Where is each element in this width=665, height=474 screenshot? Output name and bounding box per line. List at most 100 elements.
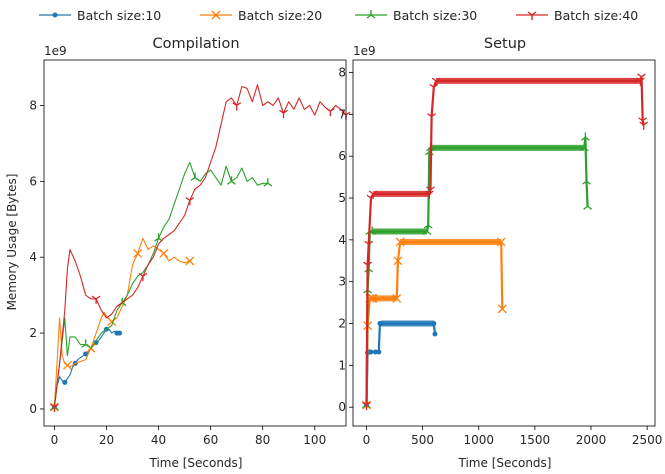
x-tick-label-compilation-0: 0 [51,433,59,447]
data-point-compilation-2-6 [62,360,72,370]
data-point-setup-2-8 [395,237,405,247]
data-point-setup-4-7 [426,186,435,195]
data-point-compilation-4-28 [185,196,195,206]
chart-title-setup: Setup [484,36,526,52]
y-multiplier-compilation: 1e9 [44,44,67,58]
data-point-setup-4-3 [364,240,374,250]
x-axis-label-setup: Time [Seconds] [458,456,552,470]
legend-label-2: Batch size:20 [238,8,322,23]
y-tick-label-setup-2: 2 [338,317,346,331]
data-point-setup-3-7 [423,220,433,229]
legend-entry-4[interactable]: Batch size:40 [516,8,638,23]
y-tick-label-compilation-0: 0 [29,402,37,416]
data-point-setup-3-11 [581,132,590,141]
x-ticks-setup: 0 500 1000 1500 2000 2500 [363,426,662,447]
series-line-compilation-3 [53,161,268,408]
y-tick-label-compilation-4: 4 [29,250,37,264]
chart-title-compilation: Compilation [152,36,239,52]
x-tick-label-compilation-100: 100 [303,433,326,447]
data-point-compilation-3-29 [190,172,200,181]
series-line-compilation-2 [53,237,190,408]
data-point-compilation-2-21 [133,248,143,258]
y-tick-label-setup-1: 1 [338,358,346,372]
data-point-setup-2-4 [367,293,377,303]
data-point-compilation-1-26 [117,330,122,336]
data-point-compilation-1-5 [62,379,68,385]
plot-frame-compilation [43,59,347,427]
data-point-setup-4-2 [363,261,372,270]
series-group-setup [362,73,649,411]
data-point-compilation-4-37 [232,102,242,111]
plot-frame-setup [352,59,656,427]
x-tick-label-setup-2000: 2000 [576,433,607,447]
data-point-compilation-2-26 [159,248,169,258]
y-multiplier-setup: 1e9 [353,44,376,58]
y-tick-label-setup-6: 6 [338,149,346,163]
data-point-setup-2-10 [497,304,507,314]
series-line-compilation-4 [53,84,347,408]
data-point-compilation-1-17 [93,340,99,346]
data-point-compilation-4-10 [91,295,101,304]
data-point-setup-1-6 [376,349,382,355]
legend-label-1: Batch size:10 [77,8,161,23]
data-point-setup-1-10 [432,331,438,337]
data-point-compilation-3-36 [227,176,236,185]
data-point-setup-4-1 [362,401,371,411]
data-point-compilation-4-55 [326,107,335,117]
x-tick-label-compilation-60: 60 [203,433,218,447]
data-point-compilation-3-8 [81,339,91,348]
legend-entry-3[interactable]: Batch size:30 [355,8,477,23]
y-tick-label-setup-0: 0 [338,400,346,414]
data-point-setup-3-10 [579,142,589,152]
y-tick-label-setup-7: 7 [338,107,346,121]
data-point-compilation-4-46 [279,109,288,119]
legend-label-3: Batch size:30 [393,8,477,23]
data-point-setup-3-13 [583,201,593,210]
y-tick-label-setup-3: 3 [338,275,346,289]
chart-setup: Setup 1e9 0 500 1000 1500 2000 2500 0 1 2 3 4 5 6 7 8… [338,36,662,470]
x-tick-label-setup-500: 500 [411,433,434,447]
data-point-compilation-4-19 [138,272,148,282]
y-axis-label: Memory Usage [Bytes] [5,174,19,311]
data-point-compilation-2-31 [185,256,195,266]
x-tick-label-setup-1500: 1500 [520,433,551,447]
x-tick-label-setup-0: 0 [363,433,371,447]
series-line-setup-3 [365,136,589,406]
data-point-setup-1-8 [378,321,384,327]
x-ticks-compilation: 0 20 40 60 80 100 [51,426,326,447]
series-group-compilation [49,84,351,413]
data-point-setup-4-12 [637,73,646,82]
data-point-setup-2-7 [393,256,403,266]
y-tick-label-setup-5: 5 [338,191,346,205]
data-point-compilation-3-43 [263,178,273,187]
legend: Batch size:10 Batch size:20 Batch size:3… [39,8,638,23]
data-point-setup-4-8 [427,113,436,122]
series-line-setup-1 [365,322,437,406]
data-point-compilation-4-1 [50,403,59,413]
y-tick-label-compilation-6: 6 [29,174,37,188]
data-point-setup-3-6 [422,226,432,235]
data-point-setup-2-5 [368,293,378,303]
legend-entry-2[interactable]: Batch size:20 [200,8,322,23]
x-tick-label-compilation-20: 20 [99,433,114,447]
data-point-compilation-1-13 [83,351,89,357]
x-tick-label-compilation-80: 80 [255,433,270,447]
y-tick-label-compilation-8: 8 [29,99,37,113]
y-tick-label-setup-4: 4 [338,233,346,247]
data-point-setup-3-12 [582,176,591,185]
data-point-setup-4-14 [639,121,649,130]
legend-label-4: Batch size:40 [554,8,638,23]
data-point-setup-4-10 [431,77,441,86]
y-ticks-setup: 0 1 2 3 4 5 6 7 8 [338,66,353,414]
data-point-setup-2-9 [496,237,506,247]
data-point-setup-2-6 [392,293,402,303]
legend-entry-1[interactable]: Batch size:10 [39,8,161,23]
y-ticks-compilation: 0 2 4 6 8 [29,99,44,416]
data-point-setup-4-5 [368,190,378,199]
data-point-setup-1-9 [431,321,437,327]
x-tick-label-compilation-40: 40 [151,433,166,447]
x-axis-label-compilation: Time [Seconds] [149,456,243,470]
x-tick-label-setup-1000: 1000 [463,433,494,447]
